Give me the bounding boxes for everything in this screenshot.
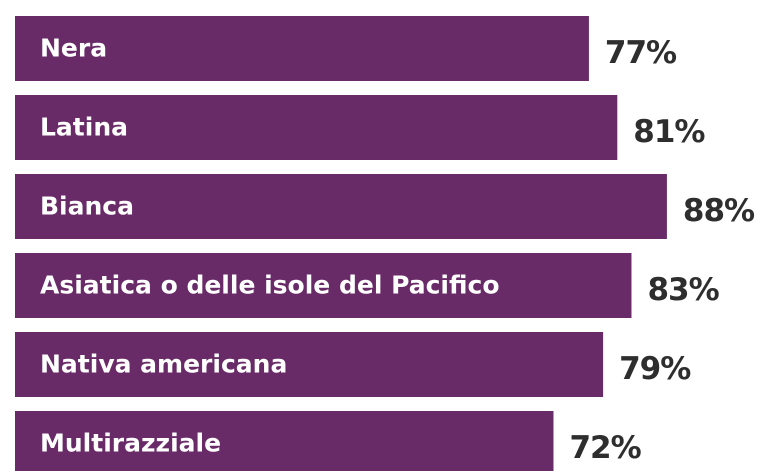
value-label: 72% (569, 430, 641, 466)
bar (15, 411, 554, 471)
bar-label: Asiatica o delle isole del Pacifico (40, 271, 500, 300)
value-label: 77% (605, 35, 677, 71)
value-label: 79% (619, 351, 691, 387)
bar-label: Multirazziale (40, 429, 221, 458)
bar (15, 95, 618, 160)
bar-label: Nera (40, 34, 107, 63)
value-label: 88% (683, 193, 755, 229)
bar (15, 332, 604, 397)
bar-label: Bianca (40, 192, 134, 221)
bar (15, 174, 667, 239)
value-label: 81% (633, 114, 705, 150)
bar (15, 253, 632, 318)
value-label: 83% (647, 272, 719, 308)
bar-label: Latina (40, 113, 128, 142)
bar-label: Nativa americana (40, 350, 287, 379)
bar (15, 16, 589, 81)
